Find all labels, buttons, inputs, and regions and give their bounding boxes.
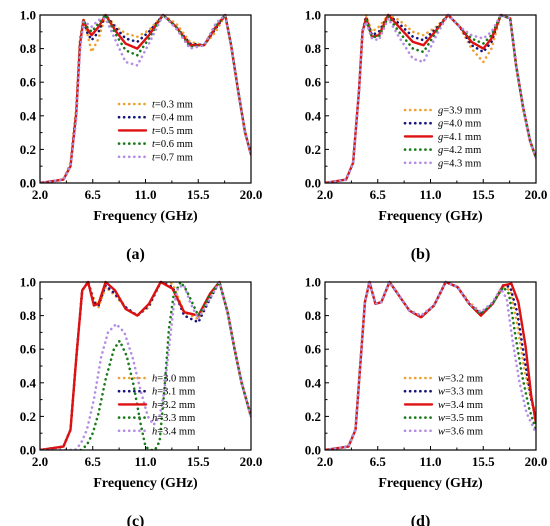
legend-label: h=3.4 mm <box>152 426 195 437</box>
x-tick-label: 6.5 <box>85 454 102 469</box>
y-tick-label: 0.8 <box>20 41 37 56</box>
y-tick-label: 0.2 <box>305 409 321 424</box>
series-line-t-4 <box>40 13 251 183</box>
x-tick-label: 6.5 <box>370 187 387 202</box>
y-tick-label: 0.4 <box>20 108 37 123</box>
y-tick-label: 1.0 <box>20 8 36 23</box>
y-tick-label: 0.6 <box>305 75 322 90</box>
y-tick-label: 1.0 <box>20 275 36 290</box>
x-axis-label: Frequency (GHz) <box>378 209 483 224</box>
x-axis-label: Frequency (GHz) <box>378 476 483 491</box>
panel-caption: (c) <box>127 513 145 526</box>
x-tick-label: 15.5 <box>187 454 210 469</box>
series-line-w-4 <box>325 280 536 450</box>
legend-label: w=3.2 mm <box>438 374 483 385</box>
x-axis-label: Frequency (GHz) <box>93 209 198 224</box>
y-tick-label: 0.6 <box>305 342 322 357</box>
x-tick-label: 2.0 <box>317 187 333 202</box>
chart-panel-c: 2.0 6.5 11.0 15.5 20.0 0.0 0.2 0.4 0.6 0.8 1.0 Freq… <box>20 275 263 526</box>
y-tick-label: 0.0 <box>20 443 36 458</box>
x-tick-label: 15.5 <box>472 454 495 469</box>
x-tick-label: 11.0 <box>134 454 156 469</box>
chart-panel-b: 2.0 6.5 11.0 15.5 20.0 0.0 0.2 0.4 0.6 0.8 1.0 Freq… <box>305 8 548 264</box>
legend-label: t=0.5 mm <box>152 126 193 137</box>
legend-label: g=3.9 mm <box>438 106 481 117</box>
y-tick-label: 0.8 <box>20 308 37 323</box>
x-tick-label: 20.0 <box>240 187 263 202</box>
y-tick-label: 0.2 <box>20 142 36 157</box>
y-tick-label: 1.0 <box>305 8 321 23</box>
legend-label: h=3.3 mm <box>152 413 195 424</box>
legend-label: g=4.2 mm <box>438 145 481 156</box>
legend-label: t=0.3 mm <box>152 100 193 111</box>
legend-label: w=3.4 mm <box>438 400 483 411</box>
legend-label: w=3.6 mm <box>438 426 483 437</box>
legend-label: t=0.7 mm <box>152 152 193 163</box>
series-line-h-4 <box>40 280 251 450</box>
chart-panel-d: 2.0 6.5 11.0 15.5 20.0 0.0 0.2 0.4 0.6 0.8 1.0 Freq… <box>305 275 548 526</box>
y-tick-label: 0.6 <box>20 342 37 357</box>
x-tick-label: 20.0 <box>240 454 263 469</box>
x-tick-label: 11.0 <box>419 454 441 469</box>
chart-panel-a: 2.0 6.5 11.0 15.5 20.0 0.0 0.2 0.4 0.6 0.8 1.0 Freq… <box>20 8 263 264</box>
x-tick-label: 11.0 <box>134 187 156 202</box>
legend-label: w=3.5 mm <box>438 413 483 424</box>
x-tick-label: 15.5 <box>187 187 210 202</box>
x-tick-label: 20.0 <box>525 454 548 469</box>
x-tick-label: 2.0 <box>32 187 48 202</box>
y-tick-label: 0.6 <box>20 75 37 90</box>
y-tick-label: 0.2 <box>305 142 321 157</box>
legend-label: h=3.2 mm <box>152 400 195 411</box>
x-tick-label: 15.5 <box>472 187 495 202</box>
y-tick-label: 0.8 <box>305 308 322 323</box>
x-tick-label: 6.5 <box>85 187 102 202</box>
y-tick-label: 0.4 <box>305 108 322 123</box>
legend-label: g=4.1 mm <box>438 132 481 143</box>
y-tick-label: 0.2 <box>20 409 36 424</box>
y-tick-label: 0.8 <box>305 41 322 56</box>
x-tick-label: 2.0 <box>317 454 333 469</box>
x-tick-label: 11.0 <box>419 187 441 202</box>
x-tick-label: 2.0 <box>32 454 48 469</box>
series-line-h-2 <box>40 280 251 450</box>
y-tick-label: 0.0 <box>305 443 321 458</box>
x-tick-label: 20.0 <box>525 187 548 202</box>
legend-label: t=0.6 mm <box>152 139 193 150</box>
legend-label: g=4.3 mm <box>438 158 481 169</box>
y-tick-label: 1.0 <box>305 275 321 290</box>
legend-label: t=0.4 mm <box>152 113 193 124</box>
panel-caption: (a) <box>126 246 145 263</box>
x-axis-label: Frequency (GHz) <box>93 476 198 491</box>
legend-label: h=3.0 mm <box>152 374 195 385</box>
y-tick-label: 0.4 <box>305 375 322 390</box>
panel-caption: (d) <box>411 513 431 526</box>
x-tick-label: 6.5 <box>370 454 387 469</box>
series-line-g-4 <box>325 13 536 183</box>
y-tick-label: 0.0 <box>20 176 36 191</box>
legend-label: g=4.0 mm <box>438 119 481 130</box>
panel-caption: (b) <box>411 246 431 263</box>
y-tick-label: 0.0 <box>305 176 321 191</box>
series-line-g-3 <box>325 13 536 183</box>
y-tick-label: 0.4 <box>20 375 37 390</box>
legend-label: h=3.1 mm <box>152 387 195 398</box>
legend-label: w=3.3 mm <box>438 387 483 398</box>
